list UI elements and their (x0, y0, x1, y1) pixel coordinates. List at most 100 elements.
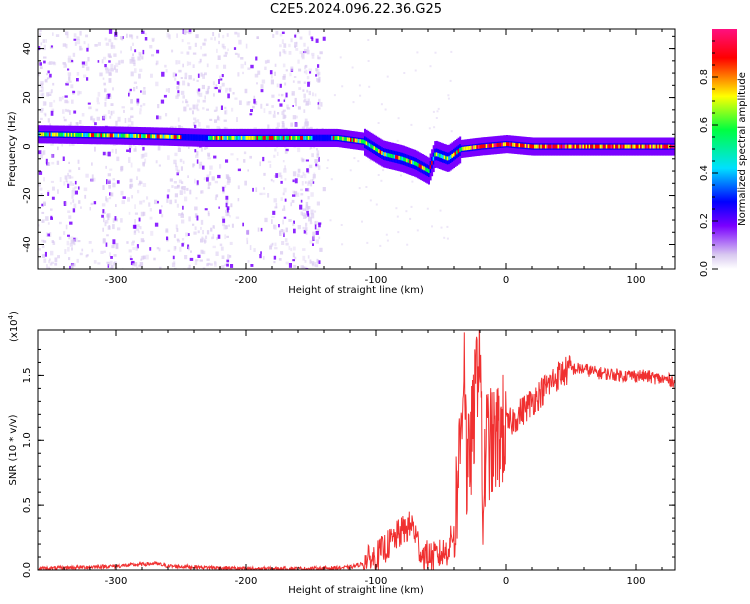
heatmap-cell (297, 80, 301, 84)
heatmap-cell (283, 216, 287, 219)
heatmap-cell (164, 64, 167, 68)
heatmap-cell (243, 151, 247, 155)
heatmap-cell (219, 78, 223, 81)
heatmap-cell (44, 251, 47, 257)
heatmap-cell (40, 107, 44, 111)
heatmap-cell (426, 168, 429, 173)
heatmap-cell (431, 160, 434, 165)
colorbar-tick-label: 0.2 (699, 213, 710, 229)
heatmap-cell (305, 103, 309, 106)
heatmap-cell (204, 53, 207, 57)
heatmap-cell (398, 155, 401, 160)
heatmap-cell (187, 42, 191, 45)
heatmap-cell (202, 267, 206, 269)
heatmap-cell (144, 37, 148, 41)
heatmap-cell (71, 99, 74, 104)
heatmap-cell (49, 91, 53, 94)
heatmap-cell (272, 114, 276, 118)
heatmap-cell (62, 62, 66, 65)
heatmap-cell (314, 210, 317, 213)
heatmap-cell (132, 59, 136, 64)
heatmap-cell (108, 72, 112, 76)
heatmap-cell (200, 238, 204, 243)
heatmap-cell (161, 205, 163, 208)
heatmap-cell (142, 211, 146, 216)
heatmap-cell (256, 136, 259, 140)
heatmap-cell (109, 94, 112, 99)
heatmap-cell (237, 168, 241, 172)
heatmap-cell (276, 151, 279, 156)
heatmap-cell (207, 211, 210, 215)
heatmap-cell (126, 241, 129, 244)
heatmap-cell (39, 154, 43, 159)
heatmap-cell (269, 164, 272, 168)
heatmap-cell (210, 37, 213, 41)
heatmap-cell (107, 264, 110, 268)
heatmap-cell (267, 124, 270, 129)
heatmap-cell (132, 53, 134, 57)
heatmap-cell (568, 144, 571, 149)
heatmap-cell (303, 70, 306, 74)
heatmap-cell (157, 104, 160, 109)
heatmap-cell (142, 153, 145, 158)
heatmap-cell (115, 148, 117, 154)
heatmap-cell (194, 149, 197, 153)
heatmap-cell (184, 255, 188, 260)
heatmap-cell (129, 184, 131, 189)
heatmap-cell (610, 144, 613, 149)
heatmap-cell (148, 134, 151, 139)
heatmap-cell (237, 53, 240, 58)
heatmap-cell (196, 108, 200, 112)
heatmap-cell (292, 136, 295, 140)
heatmap-cell (289, 136, 292, 140)
heatmap-cell (105, 70, 109, 74)
heatmap-cell (167, 189, 171, 193)
heatmap-cell (357, 160, 360, 163)
heatmap-cell (136, 134, 139, 138)
heatmap-cell (282, 123, 285, 128)
heatmap-cell (386, 239, 389, 242)
heatmap-cell (485, 144, 488, 148)
heatmap-cell (470, 145, 473, 150)
heatmap-cell (117, 133, 120, 138)
heatmap-cell (495, 143, 498, 148)
heatmap-cell (226, 263, 229, 267)
heatmap-cell (294, 34, 297, 38)
heatmap-cell (172, 72, 176, 78)
heatmap-cell (84, 194, 87, 199)
heatmap-cell (224, 234, 227, 240)
heatmap-cell (158, 134, 161, 139)
heatmap-cell (658, 144, 661, 149)
heatmap-cell (129, 58, 133, 64)
heatmap-cell (70, 176, 74, 179)
heatmap-cell (123, 133, 126, 138)
heatmap-cell (172, 134, 175, 139)
heatmap-cell (350, 137, 352, 142)
heatmap-cell (164, 134, 167, 139)
heatmap-cell (73, 203, 77, 208)
heatmap-cell (193, 117, 197, 121)
heatmap-cell (316, 150, 320, 156)
heatmap-cell (267, 193, 270, 198)
snr-xtick-label: -300 (105, 576, 128, 587)
heatmap-cell (529, 144, 532, 149)
heatmap-cell (159, 266, 162, 269)
snr-panel: -300 -200 -100 0 100 0.00.51.01.5 Height of … (7, 311, 676, 596)
heatmap-cell (106, 213, 109, 218)
heatmap-cell (68, 257, 71, 261)
heatmap-cell (260, 89, 264, 93)
heatmap-cell (308, 90, 311, 96)
heatmap-cell (104, 88, 106, 93)
heatmap-cell (234, 52, 238, 55)
heatmap-cell (161, 214, 164, 218)
heatmap-cell (507, 142, 510, 147)
heatmap-cell (176, 33, 178, 38)
heatmap-cell (137, 134, 140, 138)
heatmap-cell (293, 228, 296, 234)
heatmap-cell (214, 180, 218, 184)
heatmap-cell (429, 65, 432, 68)
heatmap-cell (208, 136, 210, 140)
heatmap-cell (130, 46, 132, 51)
heatmap-cell (312, 243, 314, 246)
heatmap-cell (165, 69, 168, 73)
